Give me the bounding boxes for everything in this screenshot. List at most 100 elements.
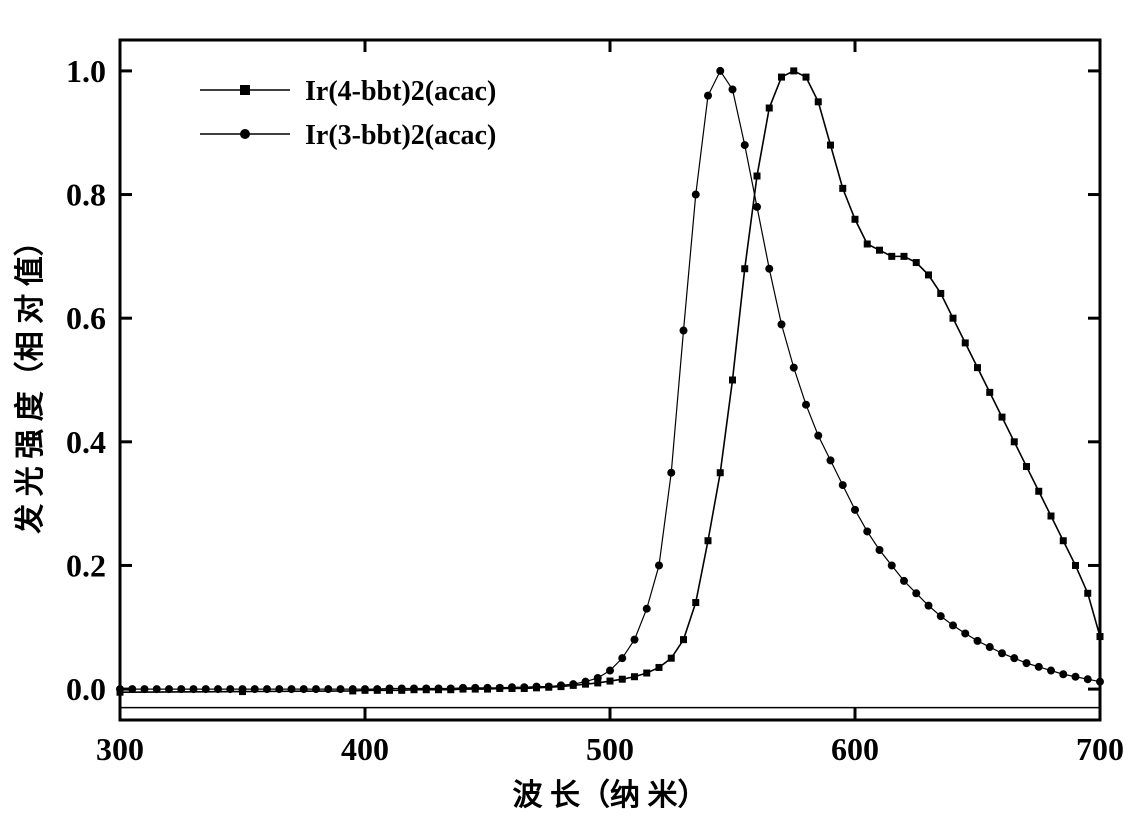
marker-square [950, 315, 957, 322]
marker-square [937, 290, 944, 297]
marker-square [643, 670, 650, 677]
marker-circle [753, 203, 761, 211]
marker-square [962, 339, 969, 346]
marker-circle [239, 685, 247, 693]
marker-square [913, 259, 920, 266]
marker-circle [961, 629, 969, 637]
marker-circle [141, 685, 149, 693]
marker-square [803, 74, 810, 81]
marker-circle [643, 605, 651, 613]
marker-square [1023, 463, 1030, 470]
marker-circle [888, 561, 896, 569]
marker-circle [618, 654, 626, 662]
marker-circle [1035, 663, 1043, 671]
marker-circle [1047, 667, 1055, 675]
marker-circle [422, 684, 430, 692]
marker-circle [912, 589, 920, 597]
y-tick-label: 0.6 [66, 300, 106, 336]
marker-circle [900, 577, 908, 585]
marker-square [815, 98, 822, 105]
marker-square [1097, 633, 1104, 640]
marker-circle [569, 680, 577, 688]
marker-circle [435, 684, 443, 692]
marker-circle [949, 621, 957, 629]
marker-circle [226, 685, 234, 693]
marker-circle [128, 685, 136, 693]
marker-circle [288, 685, 296, 693]
marker-circle [704, 92, 712, 100]
x-tick-label: 300 [96, 731, 144, 767]
y-tick-label: 0.0 [66, 671, 106, 707]
marker-square [668, 655, 675, 662]
marker-square [692, 599, 699, 606]
marker-square [1060, 537, 1067, 544]
marker-circle [606, 667, 614, 675]
marker-square [1072, 562, 1079, 569]
marker-circle [839, 481, 847, 489]
marker-circle [851, 506, 859, 514]
marker-circle [386, 684, 394, 692]
marker-square [1011, 438, 1018, 445]
marker-square [839, 185, 846, 192]
marker-square [888, 253, 895, 260]
marker-circle [1059, 670, 1067, 678]
legend-marker-circle [240, 129, 250, 139]
marker-square [607, 678, 614, 685]
marker-circle [778, 320, 786, 328]
marker-circle [545, 683, 553, 691]
y-tick-label: 0.4 [66, 424, 106, 460]
marker-circle [520, 683, 528, 691]
marker-circle [925, 602, 933, 610]
marker-circle [1084, 675, 1092, 683]
marker-circle [202, 685, 210, 693]
y-axis-label: 发 光 强 度（相 对 值） [13, 226, 47, 535]
x-axis-label: 波 长（纳 米） [513, 778, 708, 812]
marker-circle [974, 637, 982, 645]
marker-circle [680, 327, 688, 335]
marker-circle [729, 85, 737, 93]
marker-circle [312, 685, 320, 693]
marker-circle [398, 684, 406, 692]
marker-square [999, 414, 1006, 421]
marker-square [766, 105, 773, 112]
marker-circle [986, 643, 994, 651]
marker-circle [337, 685, 345, 693]
marker-circle [349, 685, 357, 693]
marker-square [876, 247, 883, 254]
marker-circle [802, 401, 810, 409]
marker-circle [361, 685, 369, 693]
marker-square [1084, 590, 1091, 597]
marker-circle [324, 685, 332, 693]
marker-square [754, 173, 761, 180]
marker-square [619, 676, 626, 683]
x-tick-label: 400 [341, 731, 389, 767]
marker-circle [594, 674, 602, 682]
marker-circle [190, 685, 198, 693]
legend-marker-square [240, 85, 250, 95]
marker-square [656, 664, 663, 671]
marker-circle [765, 265, 773, 273]
marker-square [680, 636, 687, 643]
marker-circle [508, 683, 516, 691]
marker-circle [471, 684, 479, 692]
marker-circle [716, 67, 724, 75]
marker-circle [153, 685, 161, 693]
marker-square [925, 271, 932, 278]
marker-circle [214, 685, 222, 693]
marker-circle [937, 612, 945, 620]
marker-circle [300, 685, 308, 693]
marker-square [631, 673, 638, 680]
marker-circle [496, 684, 504, 692]
x-tick-label: 500 [586, 731, 634, 767]
marker-square [729, 377, 736, 384]
marker-circle [998, 649, 1006, 657]
marker-circle [251, 685, 259, 693]
marker-square [864, 241, 871, 248]
marker-square [1035, 488, 1042, 495]
marker-circle [863, 527, 871, 535]
marker-square [790, 67, 797, 74]
marker-circle [410, 684, 418, 692]
marker-square [974, 364, 981, 371]
marker-circle [447, 684, 455, 692]
marker-circle [692, 191, 700, 199]
